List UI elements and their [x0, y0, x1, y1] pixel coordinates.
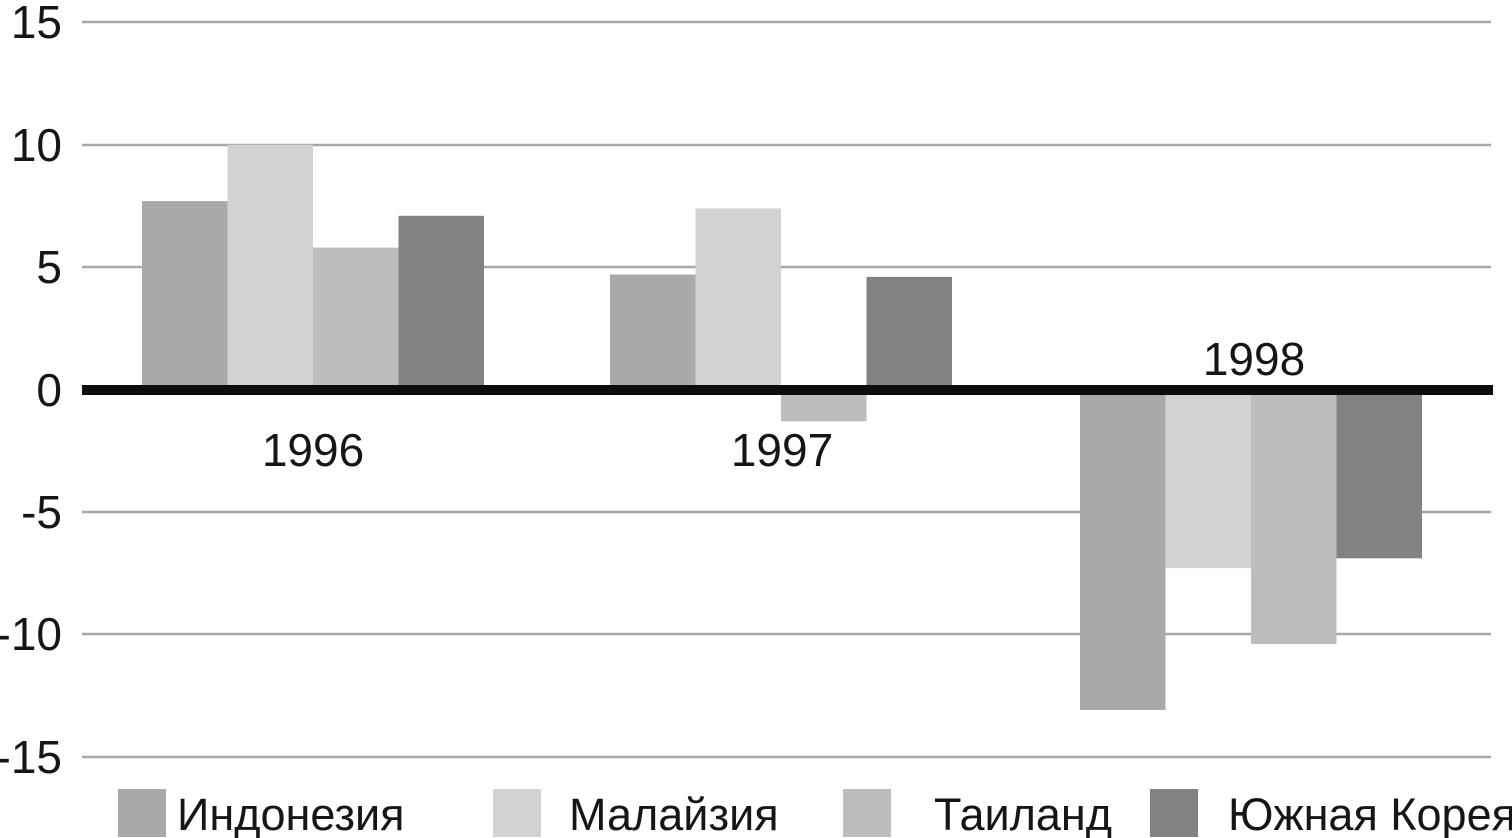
legend: Индонезия Малайзия Таиланд Южная Корея: [118, 789, 1512, 838]
category-label-1996: 1996: [262, 424, 364, 476]
ytick-15: 15: [11, 0, 62, 48]
legend-swatch-thailand: [843, 789, 891, 837]
legend-item-thailand: Таиланд: [843, 789, 1112, 838]
legend-item-malaysia: Малайзия: [493, 789, 779, 838]
ytick-neg10: -10: [0, 608, 62, 660]
legend-label-malaysia: Малайзия: [569, 789, 779, 838]
y-axis-labels: 15 10 5 0 -5 -10 -15: [0, 0, 62, 783]
category-label-1997: 1997: [731, 424, 833, 476]
legend-swatch-malaysia: [493, 789, 541, 837]
category-labels: 1996 1997 1998: [262, 333, 1305, 476]
bar-1998-series1: [1165, 389, 1251, 569]
bar-1996-series0: [142, 201, 228, 390]
bar-1996-series1: [227, 144, 313, 390]
ytick-5: 5: [36, 241, 62, 293]
ytick-10: 10: [11, 119, 62, 171]
legend-swatch-indonesia: [118, 789, 166, 837]
legend-swatch-south-korea: [1150, 789, 1198, 837]
category-label-1998: 1998: [1203, 333, 1305, 385]
bar-1996-series2: [313, 247, 399, 390]
bar-1998-series3: [1336, 389, 1422, 559]
ytick-neg15: -15: [0, 731, 62, 783]
bar-1997-series0: [610, 274, 696, 390]
bar-1997-series1: [695, 208, 781, 390]
legend-label-indonesia: Индонезия: [177, 789, 405, 838]
legend-item-south-korea: Южная Корея: [1150, 789, 1512, 838]
legend-label-thailand: Таиланд: [934, 789, 1112, 838]
legend-label-south-korea: Южная Корея: [1228, 789, 1512, 838]
legend-item-indonesia: Индонезия: [118, 789, 405, 838]
bar-1998-series2: [1251, 389, 1337, 644]
ytick-0: 0: [36, 364, 62, 416]
bar-1997-series3: [866, 276, 952, 390]
ytick-neg5: -5: [21, 486, 62, 538]
bars-layer: [142, 144, 1422, 710]
bar-1998-series0: [1080, 389, 1166, 710]
bar-1996-series3: [398, 215, 484, 390]
